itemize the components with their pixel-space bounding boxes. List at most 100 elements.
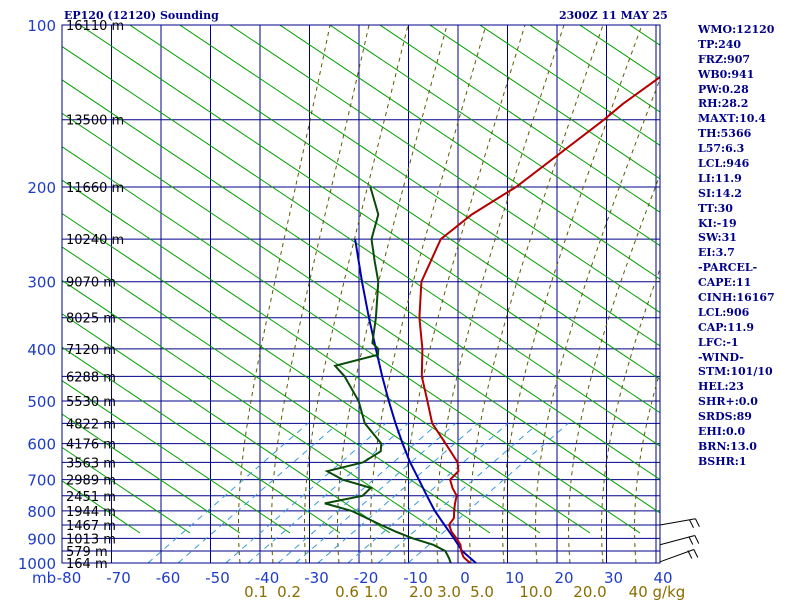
wind-barb-flag xyxy=(687,550,693,559)
index-row: CAPE:11 xyxy=(698,276,752,290)
height-label: 4822 m xyxy=(66,417,116,432)
height-label: 2451 m xyxy=(66,490,116,505)
moist-adiabat-line xyxy=(238,25,331,563)
mixing-ratio-label: 2.0 xyxy=(409,583,433,600)
height-label: 164 m xyxy=(66,557,108,572)
pressure-unit-label: mb xyxy=(32,569,56,587)
index-row: BSHR:1 xyxy=(698,454,747,468)
index-row: PW:0.28 xyxy=(698,82,749,96)
pressure-tick-label: 800 xyxy=(27,503,56,521)
plot-frame xyxy=(61,24,661,564)
mixing-ratio-label: 10.0 xyxy=(519,583,552,600)
index-row: HEL:23 xyxy=(698,380,744,394)
moist-adiabat-line xyxy=(271,25,370,563)
index-row: L57:6.3 xyxy=(698,142,745,156)
mixing-ratio-label: 5.0 xyxy=(470,583,494,600)
temperature-tick-label: 10 xyxy=(505,569,524,587)
height-label: 8025 m xyxy=(66,312,116,327)
height-label: 16110 m xyxy=(66,19,124,34)
pressure-tick-label: 600 xyxy=(27,436,56,454)
dry-adiabat-line xyxy=(528,25,660,113)
dry-adiabat-line xyxy=(78,25,660,414)
adiabat-layer xyxy=(62,25,660,563)
mixing-ratio-line xyxy=(177,422,339,563)
mixing-ratio-line xyxy=(347,422,509,563)
temperature-tick-label: -30 xyxy=(304,569,329,587)
parcel-path xyxy=(354,238,477,563)
temperature-tick-label: -70 xyxy=(106,569,131,587)
index-row: LI:11.9 xyxy=(698,171,742,185)
wind-barb-flag xyxy=(694,535,700,544)
temperature-tick-label: 20 xyxy=(554,569,573,587)
grid-layer xyxy=(62,25,660,563)
index-row: RH:28.2 xyxy=(698,97,749,111)
mixing-ratio-label: 0.1 xyxy=(244,583,268,600)
index-row: CINH:16167 xyxy=(698,291,775,305)
dry-adiabat-line xyxy=(62,45,660,447)
index-row: EI:3.7 xyxy=(698,246,735,260)
temperature-tick-label: -60 xyxy=(156,569,181,587)
index-row: SI:14.2 xyxy=(698,186,742,200)
index-row: TH:5366 xyxy=(698,127,752,141)
dry-adiabat-line xyxy=(62,413,241,534)
height-label: 579 m xyxy=(66,545,108,560)
height-label: 4176 m xyxy=(66,438,116,453)
index-row: EHI:0.0 xyxy=(698,425,746,439)
temperature-tick-label: 40 xyxy=(653,569,672,587)
index-row: SW:31 xyxy=(698,231,737,245)
moist-adiabat-line xyxy=(469,25,604,563)
index-row: LCL:946 xyxy=(698,157,750,171)
sounding-title: EP120 (12120) Sounding xyxy=(64,9,219,22)
pressure-tick-label: 400 xyxy=(27,341,56,359)
frame-layer xyxy=(61,24,661,564)
temperature-tick-label: -40 xyxy=(255,569,280,587)
dry-adiabat-line xyxy=(62,212,541,534)
mixing-ratio-label: 0.6 xyxy=(335,583,359,600)
dry-adiabat-line xyxy=(478,25,660,146)
index-row: WB0:941 xyxy=(698,67,755,81)
height-label: 7120 m xyxy=(66,343,116,358)
temperature-tick-label: 30 xyxy=(604,569,623,587)
moist-adiabat-line xyxy=(502,25,643,563)
wind-barb-flag xyxy=(693,549,699,558)
pressure-tick-label: 100 xyxy=(27,17,56,35)
index-row: STM:101/10 xyxy=(698,365,773,379)
temperature-tick-label: -20 xyxy=(354,569,379,587)
height-label: 13500 m xyxy=(66,114,124,129)
mixing-ratio-line xyxy=(377,422,539,563)
dry-adiabat-line xyxy=(62,246,491,534)
wind-barb-layer xyxy=(659,518,700,563)
temperature-tick-label: -80 xyxy=(57,569,82,587)
mixing-ratio-label: 1.0 xyxy=(364,583,388,600)
sounding-datetime: 2300Z 11 MAY 25 xyxy=(559,9,668,22)
wind-barb-flag xyxy=(695,518,700,527)
height-label: 11660 m xyxy=(66,181,124,196)
dry-adiabat-line xyxy=(578,25,660,80)
moist-adiabat-line xyxy=(337,25,448,563)
dry-adiabat-line xyxy=(62,346,341,534)
dry-adiabat-line xyxy=(128,25,660,380)
index-row: TP:240 xyxy=(698,37,742,51)
pressure-tick-label: 300 xyxy=(27,274,56,292)
mixing-ratio-line xyxy=(407,422,569,563)
height-label: 9070 m xyxy=(66,276,116,291)
height-label: 10240 m xyxy=(66,233,124,248)
height-label: 3563 m xyxy=(66,456,116,471)
pressure-tick-label: 200 xyxy=(27,179,56,197)
index-row: TT:30 xyxy=(698,201,733,215)
height-label: 5530 m xyxy=(66,395,116,410)
temperature-tick-label: -50 xyxy=(205,569,230,587)
temperature-tick-label: 0 xyxy=(460,569,470,587)
mixing-ratio-line xyxy=(317,422,479,563)
moist-adiabat-line xyxy=(370,25,487,563)
temperature-profile xyxy=(418,75,660,563)
moist-adiabat-line xyxy=(535,77,660,563)
dry-adiabat-line xyxy=(62,279,441,534)
moist-adiabat-line xyxy=(634,370,660,563)
index-row: WMO:12120 xyxy=(698,23,775,36)
mixing-ratio-label: 20.0 xyxy=(573,583,606,600)
index-row: -WIND- xyxy=(698,350,744,364)
indices-panel: WMO:12120 TP:240 FRZ:907 WB0:941 PW:0.28 RH:2… xyxy=(698,23,798,470)
